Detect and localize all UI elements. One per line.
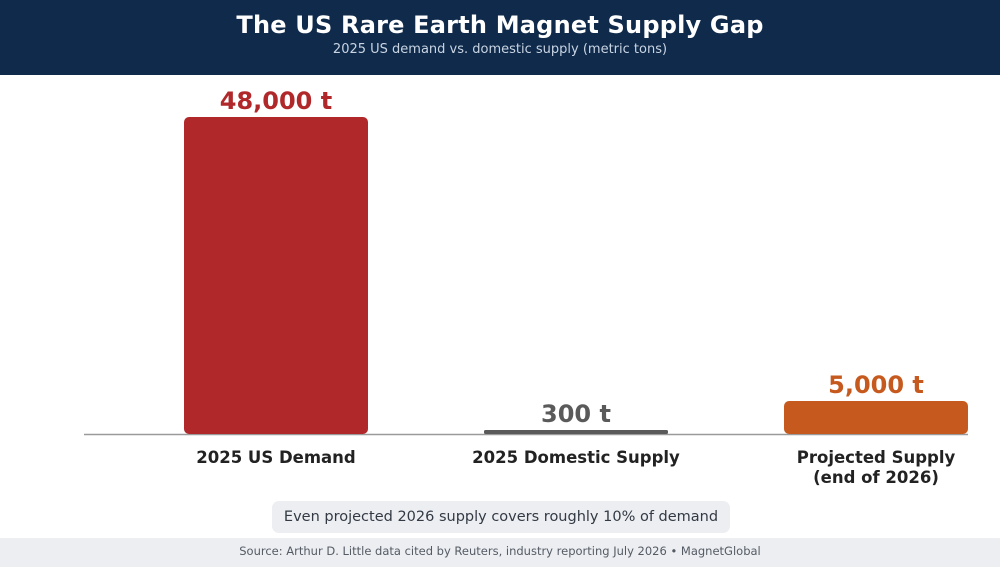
category-label-1: 2025 US Demand	[196, 448, 355, 467]
chart-header: The US Rare Earth Magnet Supply Gap 2025…	[0, 0, 1000, 75]
chart-subtitle: 2025 US demand vs. domestic supply (metr…	[332, 42, 668, 57]
category-label-2: 2025 Domestic Supply	[472, 448, 680, 467]
data-label-3: 5,000 t	[828, 371, 924, 399]
source-footer: Source: Arthur D. Little data cited by R…	[0, 538, 1000, 567]
bar-1	[184, 117, 368, 434]
category-label-3: Projected Supply (end of 2026)	[797, 448, 956, 487]
insight-callout: Even projected 2026 supply covers roughl…	[272, 501, 730, 533]
chart-title: The US Rare Earth Magnet Supply Gap	[236, 11, 764, 39]
bar-3	[784, 400, 968, 434]
data-label-2: 300 t	[541, 400, 611, 428]
bar-chart: 48,000 t 2025 US Demand 300 t 2025 Domestic…	[84, 87, 968, 487]
bar-2	[484, 430, 668, 434]
data-label-1: 48,000 t	[220, 87, 332, 115]
